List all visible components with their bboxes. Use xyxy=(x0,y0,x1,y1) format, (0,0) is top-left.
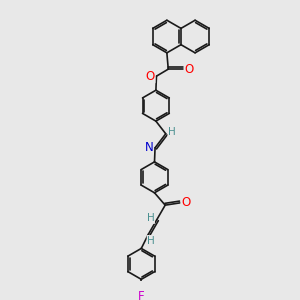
Text: O: O xyxy=(146,70,155,83)
Text: H: H xyxy=(147,236,155,246)
Text: H: H xyxy=(147,213,154,224)
Text: H: H xyxy=(168,128,176,137)
Text: O: O xyxy=(184,63,194,76)
Text: N: N xyxy=(145,141,153,154)
Text: O: O xyxy=(181,196,190,209)
Text: F: F xyxy=(138,290,145,300)
